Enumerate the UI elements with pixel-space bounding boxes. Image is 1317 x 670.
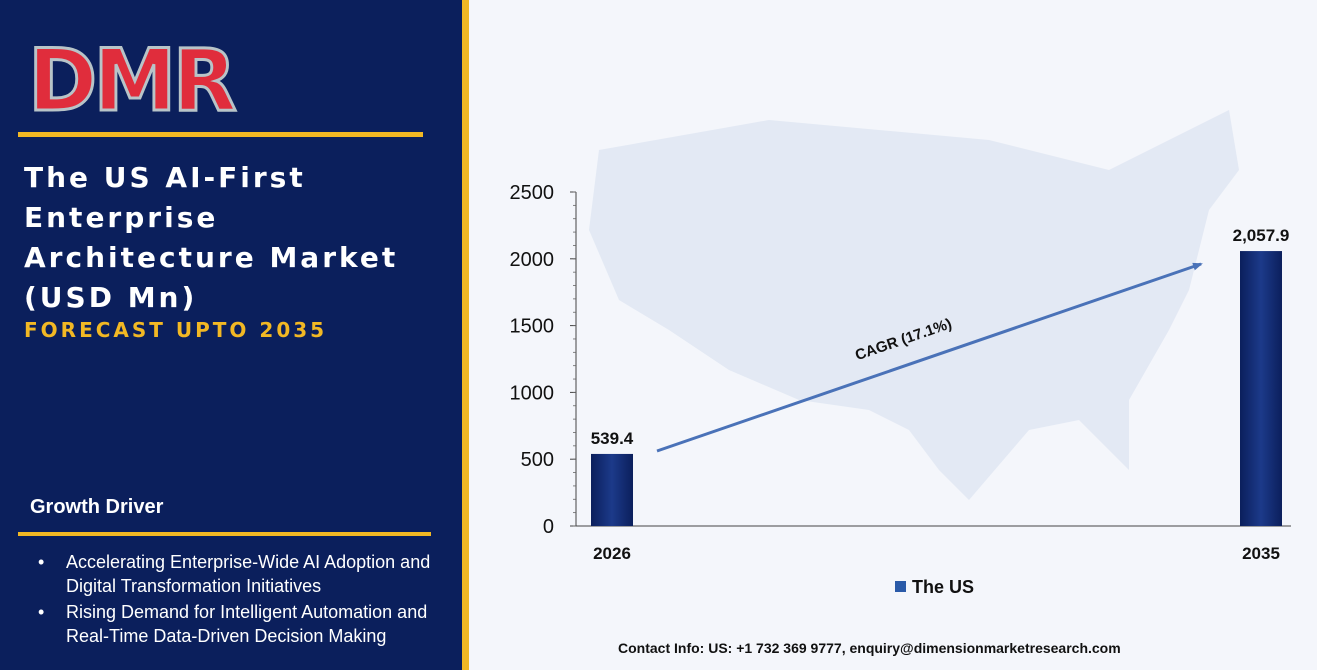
- panel-divider: [462, 0, 469, 670]
- bullet-icon: •: [38, 552, 45, 572]
- list-item: • Rising Demand for Intelligent Automatio…: [38, 600, 448, 648]
- logo-underline: [18, 132, 423, 137]
- legend-label: The US: [912, 577, 974, 597]
- us-map-background: [589, 110, 1239, 500]
- growth-driver-heading: Growth Driver: [30, 496, 164, 518]
- axes: 0 500 1000 1500 2000 2500: [510, 182, 1291, 538]
- cagr-arrow: [656, 262, 1203, 453]
- logo-text: DMR: [28, 38, 236, 120]
- title-line: The US AI-First: [24, 161, 306, 194]
- bar-chart: 0 500 1000 1500 2000 2500 539.4 2026 2,057.9 203…: [510, 110, 1291, 597]
- dmr-logo: DMR: [28, 38, 238, 120]
- chart-marks: 539.4 2026 2,057.9 2035: [591, 226, 1290, 563]
- page-title: The US AI-First Enterprise Architecture …: [24, 158, 444, 318]
- y-tick-label: 1500: [510, 316, 555, 338]
- growth-driver-list: • Accelerating Enterprise-Wide AI Adoptio…: [38, 550, 448, 650]
- y-tick-label: 1000: [510, 382, 555, 404]
- x-tick-label: 2035: [1242, 544, 1280, 563]
- y-tick-label: 0: [543, 516, 554, 538]
- title-line: Architecture Market: [24, 241, 399, 274]
- y-tick-label: 2000: [510, 249, 555, 271]
- bullet-icon: •: [38, 602, 45, 622]
- forecast-subtitle: FORECAST UPTO 2035: [24, 318, 328, 342]
- x-tick-label: 2026: [593, 544, 631, 563]
- bar: [591, 453, 633, 526]
- list-item: • Accelerating Enterprise-Wide AI Adoptio…: [38, 550, 448, 598]
- legend: The US: [895, 577, 974, 597]
- data-label: 539.4: [591, 429, 634, 448]
- y-tick-label: 500: [521, 449, 554, 471]
- list-item-text: Accelerating Enterprise-Wide AI Adoption…: [66, 552, 431, 596]
- y-tick-label: 2500: [510, 182, 555, 204]
- left-panel: DMR The US AI-First Enterprise Architect…: [0, 0, 462, 670]
- bar: [1240, 251, 1282, 526]
- data-label: 2,057.9: [1233, 226, 1290, 245]
- title-line: (USD Mn): [24, 281, 198, 314]
- list-item-text: Rising Demand for Intelligent Automation…: [66, 602, 428, 646]
- contact-info: Contact Info: US: +1 732 369 9777, enqui…: [618, 640, 1121, 656]
- growth-driver-underline: [18, 532, 431, 536]
- legend-swatch: [895, 581, 906, 592]
- title-line: Enterprise: [24, 201, 219, 234]
